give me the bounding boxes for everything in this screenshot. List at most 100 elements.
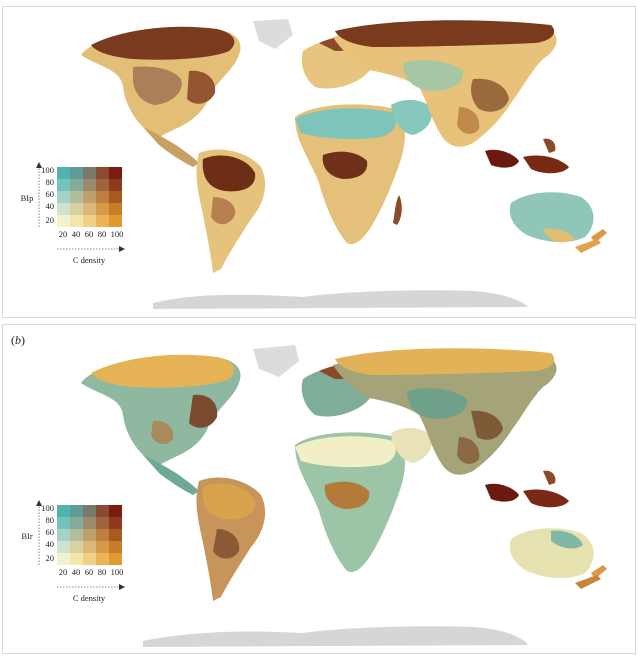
legend-x-tick: 20 bbox=[59, 567, 68, 577]
legend-cell bbox=[96, 517, 109, 529]
legend-y-tick: 100 bbox=[41, 165, 54, 175]
legend-y-tick: 60 bbox=[46, 189, 55, 199]
legend-cell bbox=[70, 505, 83, 517]
legend-y-tick: 40 bbox=[46, 201, 55, 211]
bivariate-legend-a: 100 80 60 40 20 20 40 60 80 100 BIp C de… bbox=[9, 157, 139, 292]
africa bbox=[295, 104, 405, 245]
legend-y-tick: 60 bbox=[46, 527, 55, 537]
legend-x-tick: 20 bbox=[59, 229, 68, 239]
legend-cell bbox=[109, 191, 122, 203]
south-america bbox=[196, 477, 266, 601]
panel-label-b: (b) bbox=[11, 333, 25, 347]
asia bbox=[333, 348, 557, 475]
legend-cell bbox=[109, 215, 122, 227]
legend-cell bbox=[109, 179, 122, 191]
north-america bbox=[81, 26, 241, 138]
southeast-asia-islands bbox=[485, 138, 569, 174]
legend-cell bbox=[57, 215, 70, 227]
legend-cell bbox=[57, 529, 70, 541]
legend-y-tick: 20 bbox=[46, 553, 55, 563]
legend-x-tick: 60 bbox=[85, 229, 94, 239]
panel-label-text: b bbox=[15, 333, 21, 347]
legend-cell bbox=[83, 203, 96, 215]
legend-x-tick: 100 bbox=[111, 229, 124, 239]
legend-cell bbox=[96, 215, 109, 227]
legend-cell bbox=[96, 203, 109, 215]
legend-cell bbox=[70, 215, 83, 227]
legend-x-label: C density bbox=[73, 593, 106, 603]
legend-cell bbox=[109, 529, 122, 541]
legend-x-label: C density bbox=[73, 255, 106, 265]
legend-y-tick: 80 bbox=[46, 515, 55, 525]
legend-cell bbox=[109, 553, 122, 565]
arrow-up-icon bbox=[36, 500, 42, 506]
legend-x-tick: 40 bbox=[72, 229, 81, 239]
middle-east bbox=[391, 427, 433, 463]
legend-cell bbox=[83, 191, 96, 203]
legend-y-tick: 40 bbox=[46, 539, 55, 549]
legend-cell bbox=[109, 203, 122, 215]
greenland bbox=[253, 19, 293, 49]
legend-cell bbox=[109, 541, 122, 553]
legend-cell bbox=[57, 517, 70, 529]
legend-cell bbox=[96, 179, 109, 191]
legend-y-tick: 80 bbox=[46, 177, 55, 187]
central-america bbox=[143, 455, 199, 495]
legend-cell bbox=[57, 191, 70, 203]
legend-y-label: BIr bbox=[21, 531, 33, 541]
legend-cell bbox=[83, 167, 96, 179]
middle-east bbox=[391, 99, 433, 135]
legend-cell bbox=[70, 167, 83, 179]
legend-cell bbox=[83, 505, 96, 517]
south-america bbox=[196, 149, 266, 273]
africa bbox=[295, 432, 405, 573]
legend-cell bbox=[83, 517, 96, 529]
legend-x-tick: 100 bbox=[111, 567, 124, 577]
legend-cell bbox=[70, 553, 83, 565]
legend-cell bbox=[70, 529, 83, 541]
central-america bbox=[143, 127, 199, 167]
legend-grid-a: 100 80 60 40 20 20 40 60 80 100 BIp C de… bbox=[21, 162, 125, 265]
legend-cell bbox=[109, 505, 122, 517]
legend-y-label: BIp bbox=[21, 193, 34, 203]
legend-cells-a bbox=[57, 167, 122, 227]
legend-cell bbox=[96, 505, 109, 517]
legend-x-tick: 60 bbox=[85, 567, 94, 577]
legend-cell bbox=[96, 191, 109, 203]
legend-y-tick: 20 bbox=[46, 215, 55, 225]
southeast-asia-islands bbox=[485, 470, 569, 508]
world-map-a bbox=[81, 19, 607, 309]
legend-cell bbox=[57, 203, 70, 215]
bivariate-legend-b: 100 80 60 40 20 20 40 60 80 100 BIr C de… bbox=[9, 495, 139, 630]
legend-cell bbox=[83, 215, 96, 227]
greenland bbox=[253, 345, 299, 377]
legend-cells-b bbox=[57, 505, 122, 565]
arrow-right-icon bbox=[119, 584, 125, 590]
legend-y-tick: 100 bbox=[41, 503, 54, 513]
legend-x-tick: 80 bbox=[98, 567, 107, 577]
legend-x-tick: 40 bbox=[72, 567, 81, 577]
legend-cell bbox=[57, 505, 70, 517]
australia bbox=[509, 528, 607, 589]
legend-cell bbox=[83, 529, 96, 541]
legend-cell bbox=[83, 541, 96, 553]
legend-cell bbox=[109, 167, 122, 179]
arrow-up-icon bbox=[36, 162, 42, 168]
legend-cell bbox=[57, 553, 70, 565]
legend-cell bbox=[70, 203, 83, 215]
antarctica bbox=[153, 290, 528, 309]
legend-cell bbox=[70, 191, 83, 203]
world-map-b bbox=[81, 345, 607, 647]
legend-cell bbox=[96, 529, 109, 541]
legend-cell bbox=[57, 179, 70, 191]
arrow-right-icon bbox=[119, 246, 125, 252]
legend-grid-b: 100 80 60 40 20 20 40 60 80 100 BIr C de… bbox=[21, 500, 125, 603]
legend-cell bbox=[109, 517, 122, 529]
legend-cell bbox=[96, 167, 109, 179]
australia bbox=[509, 192, 607, 253]
legend-cell bbox=[70, 179, 83, 191]
legend-x-tick: 80 bbox=[98, 229, 107, 239]
legend-cell bbox=[83, 179, 96, 191]
asia bbox=[333, 20, 557, 147]
legend-cell bbox=[57, 167, 70, 179]
